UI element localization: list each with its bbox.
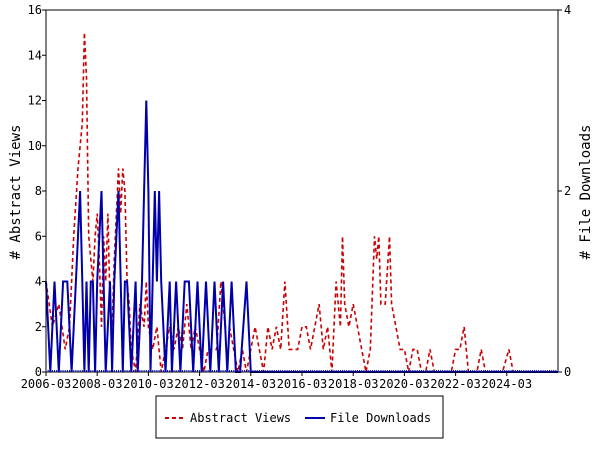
plot-background (46, 10, 558, 372)
x-tick-label: 2006-03 (21, 377, 72, 391)
y-left-tick-label: 2 (35, 320, 42, 334)
y-left-tick-label: 4 (35, 275, 42, 289)
y-left-tick-label: 12 (28, 94, 42, 108)
x-tick-label: 2018-03 (328, 377, 379, 391)
y-right-tick-label: 2 (564, 184, 571, 198)
legend-label-abstract-views: Abstract Views (190, 411, 291, 425)
series-layer (45, 32, 558, 373)
legend-label-file-downloads: File Downloads (330, 411, 431, 425)
y-axis-left-title: # Abstract Views (8, 125, 24, 260)
y-left-tick-label: 16 (28, 3, 42, 17)
y-left-tick-label: 0 (35, 365, 42, 379)
y-right-tick-label: 0 (564, 365, 571, 379)
y-left-tick-label: 10 (28, 139, 42, 153)
y-left-tick-label: 8 (35, 184, 42, 198)
x-tick-label: 2012-03 (174, 377, 225, 391)
x-tick-label: 2010-03 (123, 377, 174, 391)
x-tick-label: 2008-03 (72, 377, 123, 391)
series-line-abstract-views (45, 32, 558, 373)
y-right-tick-label: 4 (564, 3, 571, 17)
plot-area (46, 10, 558, 372)
y-axis-right-title: # File Downloads (578, 125, 594, 260)
y-left-tick-label: 14 (28, 48, 42, 62)
y-left-tick-label: 6 (35, 229, 42, 243)
legend-box (155, 395, 444, 439)
x-tick-label: 2014-03 (226, 377, 277, 391)
series-line-file-downloads (45, 100, 558, 373)
legend: Abstract Views File Downloads (155, 395, 444, 439)
x-tick-label: 2016-03 (277, 377, 328, 391)
x-tick-label: 2022-03 (430, 377, 481, 391)
x-tick-label: 2020-03 (379, 377, 430, 391)
x-tick-label: 2024-03 (482, 377, 533, 391)
